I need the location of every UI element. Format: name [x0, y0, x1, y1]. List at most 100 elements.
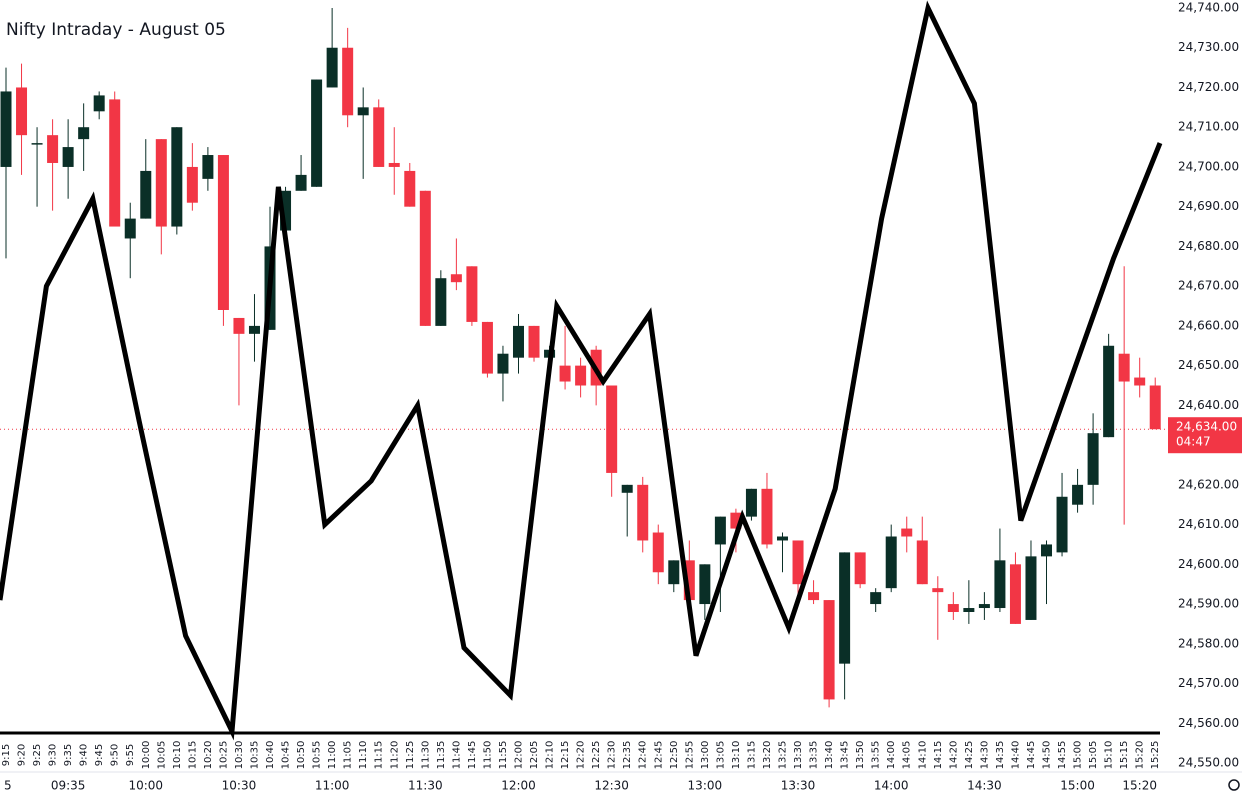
- x-major-label: 14:30: [967, 779, 1002, 793]
- candle-body: [233, 317, 245, 334]
- y-tick-label: 24,650.00: [1178, 358, 1239, 372]
- x-tick-label: 11:10: [358, 741, 369, 770]
- x-tick-label: 11:35: [436, 741, 447, 770]
- x-tick-label: 13:55: [871, 741, 882, 770]
- candle-body: [31, 143, 43, 145]
- x-tick-label: 14:35: [995, 741, 1006, 770]
- candle-body: [901, 528, 913, 537]
- candle-body: [1118, 353, 1130, 382]
- x-tick-label: 14:30: [979, 741, 990, 770]
- x-tick-label: 13:10: [731, 741, 742, 770]
- x-tick-label: 11:45: [467, 741, 478, 770]
- y-tick-label: 24,570.00: [1178, 676, 1239, 690]
- candle-body: [295, 174, 307, 191]
- x-tick-label: 11:00: [327, 741, 338, 770]
- x-tick-label: 9:55: [125, 744, 136, 766]
- x-tick-label: 9:25: [32, 744, 43, 766]
- candle-body: [16, 87, 28, 136]
- x-tick-label: 10:00: [141, 741, 152, 770]
- candle-body: [575, 365, 587, 386]
- x-tick-label: 10:30: [234, 741, 245, 770]
- candle-body: [1103, 345, 1115, 438]
- x-major-label: 5: [4, 779, 12, 793]
- candle-body: [963, 608, 975, 612]
- candle-body: [1009, 564, 1021, 624]
- x-tick-label: 13:05: [715, 741, 726, 770]
- x-tick-label: 12:00: [513, 741, 524, 770]
- candle-body: [668, 560, 680, 585]
- x-tick-label: 15:15: [1119, 741, 1130, 770]
- y-tick-label: 24,660.00: [1178, 318, 1239, 332]
- x-major-label: 15:20: [1122, 779, 1157, 793]
- y-tick-label: 24,730.00: [1178, 40, 1239, 54]
- candle-body: [683, 560, 695, 601]
- x-tick-label: 12:05: [529, 741, 540, 770]
- candle-body: [1025, 556, 1037, 620]
- x-tick-label: 10:25: [218, 741, 229, 770]
- x-tick-label: 10:05: [156, 741, 167, 770]
- y-tick-label: 24,590.00: [1178, 597, 1239, 611]
- x-tick-label: 10:55: [312, 741, 323, 770]
- x-tick-label: 12:25: [591, 741, 602, 770]
- x-tick-label: 14:05: [902, 741, 913, 770]
- candle-body: [450, 274, 462, 283]
- candle-body: [1149, 385, 1161, 430]
- candle-body: [528, 325, 540, 358]
- x-tick-label: 14:00: [886, 741, 897, 770]
- x-tick-label: 15:25: [1150, 741, 1161, 770]
- x-tick-label: 10:10: [172, 741, 183, 770]
- overlay-line: [0, 0, 1163, 741]
- x-tick-label: 11:25: [405, 741, 416, 770]
- x-tick-label: 11:50: [482, 741, 493, 770]
- x-tick-label: 13:00: [700, 741, 711, 770]
- x-tick-label: 14:55: [1057, 741, 1068, 770]
- x-tick-label: 10:20: [203, 741, 214, 770]
- y-tick-label: 24,600.00: [1178, 557, 1239, 571]
- candle-body: [932, 588, 944, 593]
- x-tick-label: 9:20: [17, 744, 28, 766]
- settings-icon[interactable]: [1228, 779, 1240, 791]
- x-tick-label: 12:45: [653, 741, 664, 770]
- x-major-label: 12:00: [501, 779, 536, 793]
- x-tick-label: 14:50: [1042, 741, 1053, 770]
- candle-body: [1041, 544, 1053, 557]
- candle-body: [1134, 377, 1146, 386]
- candle-body: [93, 95, 105, 112]
- x-tick-label: 11:55: [498, 741, 509, 770]
- x-tick-label: 9:40: [79, 744, 90, 766]
- x-tick-label: 14:20: [948, 741, 959, 770]
- candle-body: [357, 107, 369, 116]
- x-tick-label: 15:05: [1088, 741, 1099, 770]
- x-major-label: 12:30: [594, 779, 629, 793]
- x-tick-label: 12:15: [560, 741, 571, 770]
- candle-body: [714, 516, 726, 545]
- candle-body: [559, 365, 571, 382]
- candle-body: [854, 552, 866, 585]
- candle-body: [730, 512, 742, 529]
- y-tick-label: 24,620.00: [1178, 477, 1239, 491]
- countdown: 04:47: [1176, 435, 1211, 449]
- x-tick-label: 13:30: [793, 741, 804, 770]
- candle-body: [140, 170, 152, 219]
- x-tick-label: 9:35: [63, 744, 74, 766]
- x-tick-label: 13:35: [809, 741, 820, 770]
- candle-body: [342, 47, 354, 116]
- candle-body: [652, 532, 664, 573]
- candle-body: [326, 47, 338, 88]
- candle-body: [388, 162, 400, 167]
- x-major-label: 13:30: [781, 779, 816, 793]
- candle-body: [481, 321, 493, 374]
- x-tick-label: 12:35: [622, 741, 633, 770]
- x-major-label: 11:00: [315, 779, 350, 793]
- x-tick-label: 10:40: [265, 741, 276, 770]
- candle-body: [777, 536, 788, 541]
- candle-body: [621, 484, 633, 493]
- x-tick-label: 13:20: [762, 741, 773, 770]
- x-tick-label: 14:40: [1010, 741, 1021, 770]
- x-tick-label: 10:50: [296, 741, 307, 770]
- candle-body: [217, 155, 229, 310]
- y-tick-label: 24,680.00: [1178, 239, 1239, 253]
- x-tick-label: 11:40: [451, 741, 462, 770]
